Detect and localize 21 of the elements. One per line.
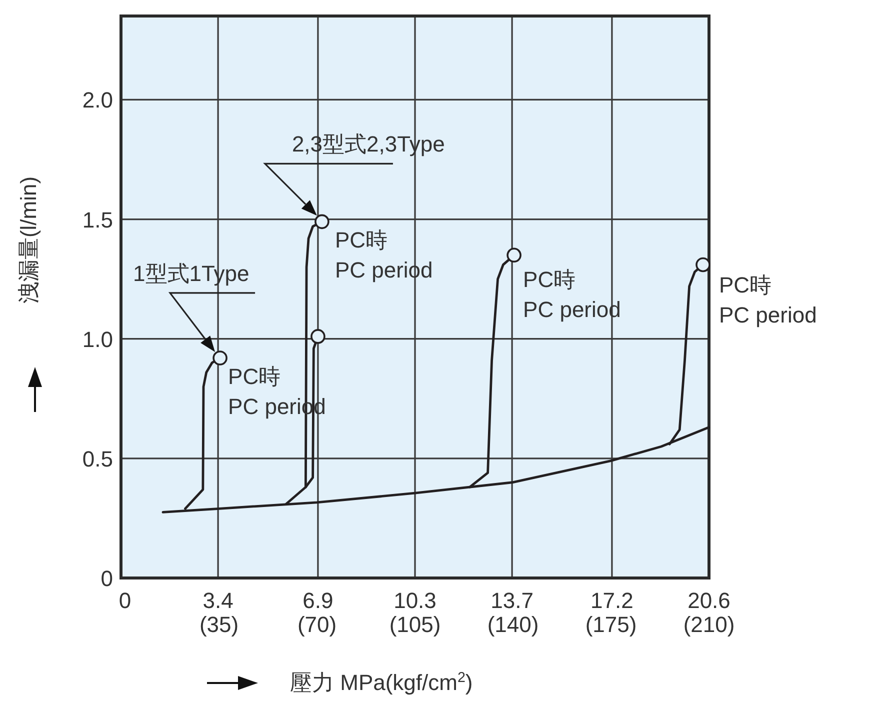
x-tick-label: 0 (118, 588, 132, 613)
x-axis-title: 壓力 MPa(kgf/cm$^{2}$) (290, 670, 473, 695)
annotation: PC時 PC period (719, 272, 817, 328)
x2-tick-label: (105) (389, 612, 441, 637)
y-axis-title: 洩漏量(l/min) (16, 176, 41, 304)
x2-tick-label: (175) (585, 612, 637, 637)
x-tick-label: 13.7 (490, 588, 534, 613)
x-tick-label: 6.9 (302, 588, 334, 613)
x2-tick-label: (140) (487, 612, 539, 637)
y-tick-label: 1.5 (82, 207, 113, 232)
x-tick-label: 10.3 (394, 588, 436, 613)
x2-tick-label: (35) (199, 612, 239, 637)
x2-tick-label: (210) (683, 612, 735, 637)
y-tick-label: 2.0 (82, 88, 113, 113)
x2-tick-label: (70) (297, 612, 337, 637)
y-tick-label: 0.5 (82, 446, 113, 472)
x-tick-label: 17.2 (590, 588, 634, 613)
y-tick-label: 0 (100, 566, 113, 591)
x-tick-label: 3.4 (202, 588, 234, 613)
x-tick-label: 20.6 (688, 588, 730, 613)
y-tick-label: 1.0 (82, 326, 113, 352)
